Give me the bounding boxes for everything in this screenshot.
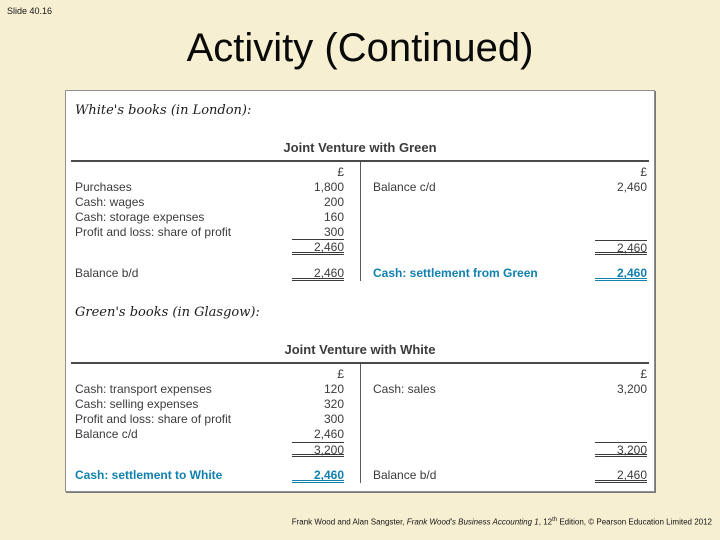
table-row: Cash: storage expenses 160 [75,210,344,224]
account-title: Joint Venture with White [284,342,436,357]
table-row: Profit and loss: share of profit 300 [75,225,344,240]
table-row: Cash: wages 200 [75,195,344,209]
total-row: 2,460 [75,240,344,255]
debit-column: £ Purchases 1,800 Cash: wages 200 Cash: st… [71,162,360,281]
footer-book-title: Frank Wood's Business Accounting 1 [406,518,539,527]
row-gap [373,457,647,468]
page-title: Activity (Continued) [186,26,534,70]
currency-row: £ [373,367,647,382]
t-account: £ Purchases 1,800 Cash: wages 200 Cash: st… [71,162,649,281]
footer-edition-sup: th [552,517,558,524]
account-section-greens-books: Green's books (in Glasgow): Joint Ventur… [69,305,651,483]
table-row [373,210,647,225]
closing-row: Balance b/d 2,460 [75,266,344,281]
table-row: Profit and loss: share of profit 300 [75,412,344,426]
total-row: 2,460 [373,240,647,255]
footer-edition-post: Edition, © Pearson Education Limited 201… [557,518,712,527]
section-gap [69,281,651,305]
total-row: 3,200 [75,442,344,457]
debit-column: £ Cash: transport expenses 120 Cash: sell… [71,364,360,483]
table-row [373,412,647,427]
currency-row: £ [75,165,344,180]
currency-symbol: £ [337,367,344,381]
credit-column: £ Balance c/d 2,460 2,460 Cash: settlemen… [360,162,649,281]
account-title: Joint Venture with Green [283,140,437,155]
row-gap [75,457,344,468]
total-row: 3,200 [373,442,647,457]
settlement-row: Cash: settlement to White 2,460 [75,468,344,483]
settlement-row: Cash: settlement from Green 2,460 [373,266,647,281]
footer-edition-pre: , 12 [538,518,553,527]
book-heading: Green's books (in Glasgow): [75,305,260,320]
table-row: Purchases 1,800 [75,180,344,194]
closing-row: Balance b/d 2,460 [373,468,647,483]
slide-number: Slide 40.16 [7,6,53,16]
table-row [373,427,647,442]
table-row: Cash: selling expenses 320 [75,397,344,411]
row-gap [373,255,647,266]
row-gap [75,255,344,266]
table-row [373,225,647,240]
currency-symbol: £ [640,367,647,381]
accounts-panel: White's books (in London): Joint Venture… [65,90,655,492]
currency-symbol: £ [640,165,647,179]
credit-column: £ Cash: sales 3,200 3,200 Balance b/d 2,46… [360,364,649,483]
account-top-rule [71,362,649,364]
t-account: £ Cash: transport expenses 120 Cash: sell… [71,364,649,483]
table-row [373,195,647,210]
currency-row: £ [75,367,344,382]
footer-authors: Frank Wood and Alan Sangster, [291,518,407,527]
currency-row: £ [373,165,647,180]
table-row [373,397,647,412]
table-row: Balance c/d 2,460 [373,180,647,194]
table-row: Balance c/d 2,460 [75,427,344,441]
table-row: Cash: transport expenses 120 [75,382,344,396]
account-section-whites-books: White's books (in London): Joint Venture… [69,103,651,281]
currency-symbol: £ [337,165,344,179]
table-row: Cash: sales 3,200 [373,382,647,396]
account-top-rule [71,160,649,162]
book-heading: White's books (in London): [75,103,252,118]
citation-footer: Frank Wood and Alan Sangster, Frank Wood… [292,517,712,527]
